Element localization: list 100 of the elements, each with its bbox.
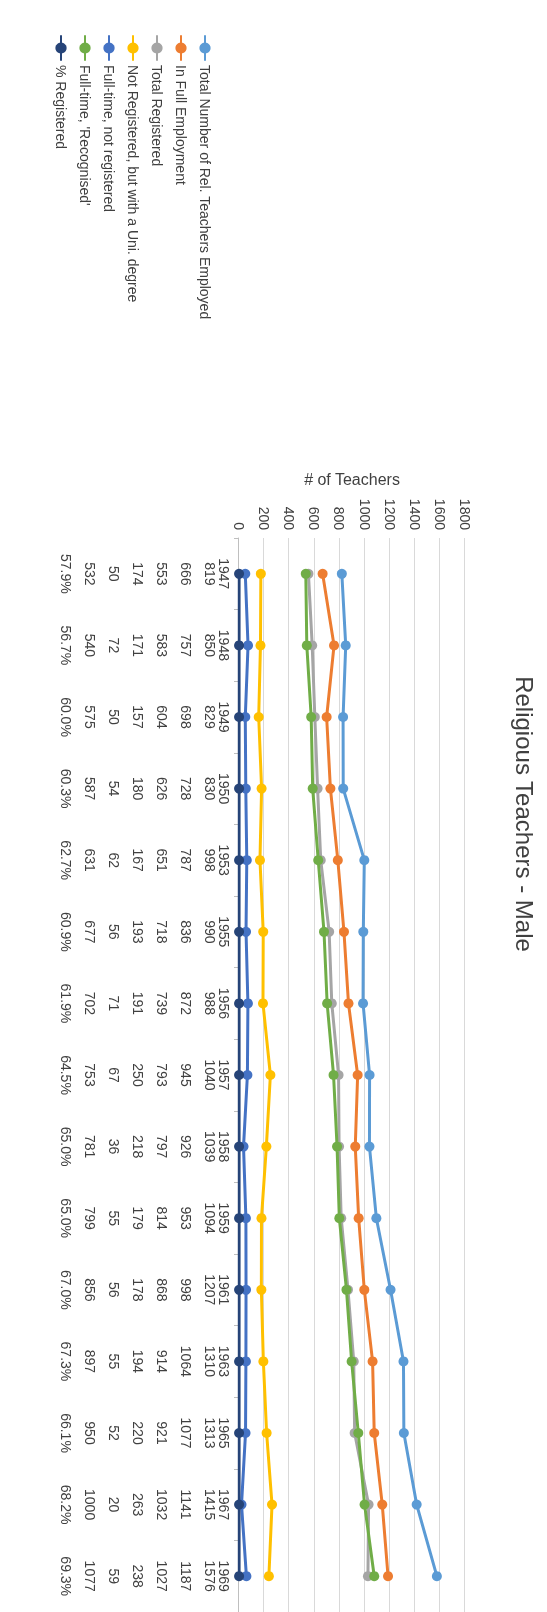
data-label: 1039 bbox=[202, 1131, 218, 1163]
point bbox=[371, 1213, 382, 1224]
point bbox=[383, 1571, 394, 1582]
point bbox=[353, 1428, 364, 1438]
point bbox=[332, 855, 343, 866]
data-label: 677 bbox=[82, 920, 98, 944]
point bbox=[242, 998, 253, 1009]
data-label: 57.9% bbox=[58, 553, 74, 594]
point bbox=[257, 998, 268, 1009]
data-label: 540 bbox=[82, 633, 98, 658]
data-label: 54 bbox=[106, 780, 122, 797]
point bbox=[336, 568, 347, 579]
point bbox=[319, 926, 329, 937]
y-tick-label: 1965 bbox=[216, 1417, 232, 1449]
data-label: 872 bbox=[178, 991, 194, 1016]
x-tick-label: 1800 bbox=[457, 498, 473, 531]
data-label: 836 bbox=[178, 920, 194, 944]
data-label: 1310 bbox=[202, 1345, 218, 1378]
data-label: 60.0% bbox=[58, 697, 74, 737]
point bbox=[258, 1356, 269, 1367]
data-label: 814 bbox=[154, 1206, 170, 1231]
point bbox=[338, 783, 349, 794]
data-label: 72 bbox=[106, 637, 122, 654]
legend-label: % Registered bbox=[53, 65, 69, 150]
data-label: 65.0% bbox=[58, 1126, 74, 1167]
data-label: 250 bbox=[130, 1063, 146, 1087]
point bbox=[338, 926, 349, 937]
data-label: 56.7% bbox=[58, 625, 74, 666]
data-label: 174 bbox=[130, 562, 146, 586]
data-label: 56 bbox=[106, 924, 122, 940]
point bbox=[256, 1213, 267, 1224]
data-label: 60.9% bbox=[58, 911, 74, 952]
data-label: 67 bbox=[106, 1067, 122, 1083]
point bbox=[317, 568, 328, 579]
data-label: 897 bbox=[82, 1349, 98, 1374]
x-axis-title: # of Teachers bbox=[304, 471, 400, 489]
point bbox=[353, 1213, 364, 1224]
y-tick-label: 1949 bbox=[216, 701, 232, 733]
data-label: 1207 bbox=[202, 1274, 218, 1306]
data-label: 819 bbox=[202, 562, 218, 586]
data-label: 1415 bbox=[202, 1489, 218, 1521]
data-label: 575 bbox=[82, 705, 98, 729]
point bbox=[253, 712, 264, 722]
data-label: 55 bbox=[106, 1210, 122, 1227]
data-label: 180 bbox=[130, 776, 146, 801]
y-tick-label: 1957 bbox=[216, 1059, 232, 1091]
data-label: 1040 bbox=[202, 1059, 218, 1091]
point bbox=[234, 640, 245, 651]
point bbox=[385, 1284, 396, 1295]
point bbox=[358, 998, 369, 1009]
data-label: 921 bbox=[154, 1421, 170, 1445]
point bbox=[256, 783, 267, 794]
data-label: 781 bbox=[82, 1134, 98, 1159]
data-label: 702 bbox=[82, 991, 98, 1016]
data-label: 62.7% bbox=[58, 840, 74, 881]
y-tick-label: 1969 bbox=[216, 1560, 232, 1592]
data-label: 829 bbox=[202, 705, 218, 729]
point bbox=[328, 1070, 339, 1080]
point bbox=[234, 926, 245, 937]
x-tick-label: 1200 bbox=[381, 498, 398, 531]
y-tick-label: 1956 bbox=[216, 987, 232, 1020]
point bbox=[364, 1141, 375, 1152]
point bbox=[267, 1499, 278, 1510]
point bbox=[358, 926, 369, 937]
y-tick-label: 1950 bbox=[216, 773, 232, 805]
data-label: 1064 bbox=[178, 1345, 194, 1378]
data-label: 950 bbox=[82, 1421, 98, 1445]
x-tick-label: 1000 bbox=[356, 498, 373, 531]
point bbox=[234, 1571, 245, 1582]
point bbox=[263, 1571, 274, 1582]
point bbox=[234, 568, 245, 579]
data-label: 178 bbox=[130, 1278, 146, 1302]
data-label: 263 bbox=[130, 1492, 146, 1517]
data-label: 194 bbox=[130, 1349, 146, 1374]
data-label: 793 bbox=[154, 1063, 170, 1087]
data-label: 66.1% bbox=[58, 1413, 74, 1453]
data-label: 36 bbox=[106, 1138, 122, 1155]
point bbox=[411, 1499, 422, 1510]
x-tick-label: 0 bbox=[231, 522, 247, 531]
data-label: 71 bbox=[106, 995, 122, 1012]
data-label: 218 bbox=[130, 1134, 146, 1159]
data-label: 64.5% bbox=[58, 1055, 74, 1095]
data-label: 926 bbox=[178, 1134, 194, 1159]
data-label: 67.3% bbox=[58, 1341, 74, 1382]
point bbox=[369, 1571, 380, 1582]
data-label: 799 bbox=[82, 1206, 98, 1231]
point bbox=[359, 1284, 370, 1295]
x-tick-label: 200 bbox=[256, 506, 273, 531]
x-tick-label: 800 bbox=[331, 506, 348, 531]
data-label: 666 bbox=[178, 562, 194, 586]
data-label: 167 bbox=[130, 848, 146, 873]
data-label: 718 bbox=[154, 920, 170, 944]
point bbox=[343, 998, 354, 1009]
point bbox=[243, 640, 254, 651]
data-label: 698 bbox=[178, 705, 194, 729]
point bbox=[350, 1141, 361, 1152]
legend-label: Not Registered, but with a Uni. degree bbox=[125, 65, 141, 303]
data-label: 830 bbox=[202, 776, 218, 801]
point bbox=[367, 1356, 378, 1367]
point bbox=[234, 998, 245, 1009]
